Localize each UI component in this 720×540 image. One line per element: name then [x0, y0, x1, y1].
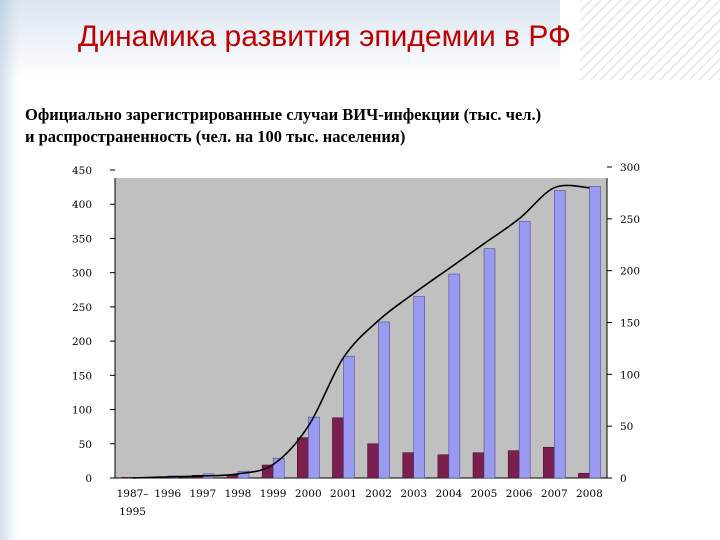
bar-cumulative [413, 296, 425, 479]
right-axis-tick-label: 150 [620, 318, 640, 330]
x-axis-tick-label: 1999 [260, 488, 287, 500]
header-decoration [0, 0, 560, 80]
left-axis-tick-label: 150 [72, 370, 92, 382]
bar-cumulative [272, 457, 285, 479]
bar-new-cases [332, 417, 344, 479]
x-axis-tick-label: 1998 [225, 488, 252, 500]
right-axis-tick-label: 200 [620, 266, 640, 278]
bar-cumulative [378, 321, 390, 479]
x-axis-tick-label: 2008 [576, 488, 603, 500]
chart-heading: Официально зарегистрированные случаи ВИЧ… [25, 104, 705, 148]
x-axis-tick-label: 1997 [189, 488, 216, 500]
bar-cumulative [589, 186, 601, 479]
bar-new-cases [437, 454, 450, 479]
right-axis-tick-label: 100 [620, 369, 640, 381]
bar-cumulative [518, 221, 531, 479]
bar-cumulative [308, 416, 320, 479]
x-axis-tick-label: 2003 [400, 488, 427, 500]
bar-new-cases [297, 437, 309, 479]
plot-area [115, 178, 607, 478]
right-axis-tick-label: 0 [620, 473, 627, 485]
left-axis-tick-label: 200 [72, 336, 92, 348]
left-axis-tick-label: 250 [72, 302, 92, 314]
right-axis-tick-label: 250 [620, 214, 640, 226]
bar-cumulative [483, 248, 496, 479]
x-axis-tick-label: 2004 [435, 488, 462, 500]
bar-new-cases [543, 446, 555, 479]
x-axis-tick-label: 2002 [365, 488, 392, 500]
left-axis-tick-label: 0 [85, 473, 92, 485]
left-edge-decoration [0, 0, 18, 540]
bar-new-cases [121, 477, 133, 479]
bar-new-cases [507, 450, 520, 479]
bar-cumulative [343, 355, 355, 479]
x-axis-tick-label: 2000 [295, 488, 322, 500]
x-axis-tick-label: 1987– 1995 [117, 488, 149, 518]
right-axis-tick-label: 50 [620, 421, 633, 433]
left-axis-tick-label: 350 [72, 233, 92, 245]
x-axis-tick-label: 2007 [541, 488, 568, 500]
left-axis-tick-label: 100 [72, 405, 92, 417]
x-axis-tick-label: 2006 [506, 488, 533, 500]
bar-new-cases [367, 443, 379, 479]
bar-cumulative [554, 190, 566, 479]
chart-heading-line-2: и распространенность (чел. на 100 тыс. н… [25, 127, 406, 146]
x-axis-tick-label: 1996 [154, 488, 181, 500]
slide-title: Динамика развития эпидемии в РФ [78, 20, 571, 53]
left-axis-tick-label: 50 [79, 439, 92, 451]
prevalence-line [132, 184, 590, 479]
bar-new-cases [402, 452, 414, 479]
left-axis-tick-label: 450 [72, 165, 92, 177]
header-pattern-decoration [580, 0, 720, 80]
left-axis-tick-label: 400 [72, 199, 92, 211]
left-axis-tick-label: 300 [72, 268, 92, 280]
bar-new-cases [472, 452, 485, 479]
x-axis-tick-label: 2001 [330, 488, 357, 500]
bar-new-cases [578, 472, 590, 479]
x-axis-tick-label: 2005 [471, 488, 498, 500]
chart-heading-line-1: Официально зарегистрированные случаи ВИЧ… [25, 105, 542, 124]
right-axis-tick-label: 300 [620, 162, 640, 174]
bar-cumulative [448, 273, 461, 479]
